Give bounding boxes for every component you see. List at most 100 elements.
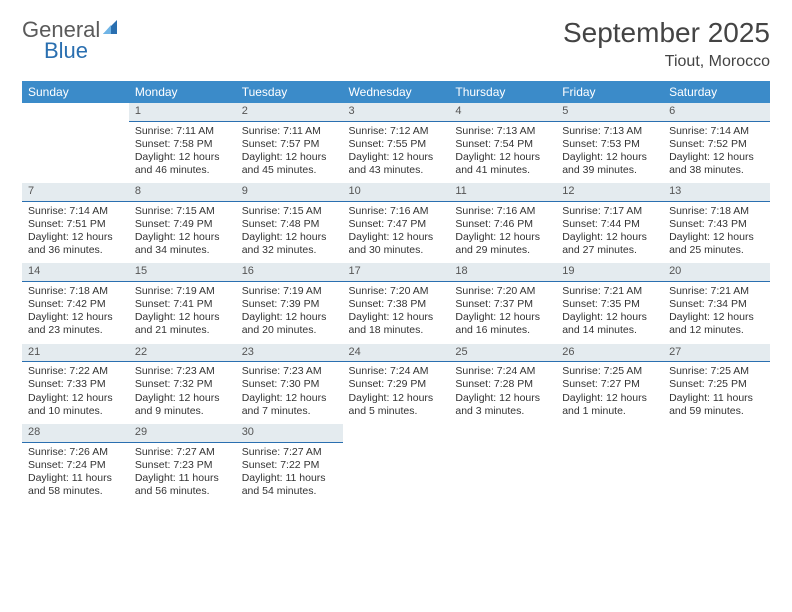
calendar-cell: 26Sunrise: 7:25 AMSunset: 7:27 PMDayligh… [556,344,663,424]
sunrise-text: Sunrise: 7:17 AM [562,205,657,218]
day-details: Sunrise: 7:24 AMSunset: 7:28 PMDaylight:… [449,362,556,424]
calendar-cell: 14Sunrise: 7:18 AMSunset: 7:42 PMDayligh… [22,263,129,343]
sunrise-text: Sunrise: 7:14 AM [28,205,123,218]
title-block: September 2025 Tiout, Morocco [563,18,770,71]
calendar-cell: 1Sunrise: 7:11 AMSunset: 7:58 PMDaylight… [129,103,236,183]
daylight-text: Daylight: 12 hours and 29 minutes. [455,231,550,257]
daylight-text: Daylight: 12 hours and 16 minutes. [455,311,550,337]
sunrise-text: Sunrise: 7:11 AM [242,125,337,138]
day-details: Sunrise: 7:13 AMSunset: 7:53 PMDaylight:… [556,122,663,184]
day-details: Sunrise: 7:11 AMSunset: 7:58 PMDaylight:… [129,122,236,184]
calendar-cell: 17Sunrise: 7:20 AMSunset: 7:38 PMDayligh… [343,263,450,343]
day-number: 4 [449,103,556,122]
day-number: 9 [236,183,343,202]
daylight-text: Daylight: 12 hours and 27 minutes. [562,231,657,257]
sunset-text: Sunset: 7:53 PM [562,138,657,151]
sunset-text: Sunset: 7:57 PM [242,138,337,151]
day-details: Sunrise: 7:16 AMSunset: 7:47 PMDaylight:… [343,202,450,264]
daylight-text: Daylight: 11 hours and 58 minutes. [28,472,123,498]
daylight-text: Daylight: 12 hours and 9 minutes. [135,392,230,418]
sunset-text: Sunset: 7:47 PM [349,218,444,231]
calendar-cell: 15Sunrise: 7:19 AMSunset: 7:41 PMDayligh… [129,263,236,343]
calendar-cell: 3Sunrise: 7:12 AMSunset: 7:55 PMDaylight… [343,103,450,183]
sunrise-text: Sunrise: 7:16 AM [455,205,550,218]
sunset-text: Sunset: 7:49 PM [135,218,230,231]
day-number: 18 [449,263,556,282]
day-number: 28 [22,424,129,443]
day-number: 30 [236,424,343,443]
day-details: Sunrise: 7:27 AMSunset: 7:23 PMDaylight:… [129,443,236,505]
daylight-text: Daylight: 12 hours and 25 minutes. [669,231,764,257]
daylight-text: Daylight: 11 hours and 59 minutes. [669,392,764,418]
day-details: Sunrise: 7:18 AMSunset: 7:43 PMDaylight:… [663,202,770,264]
day-header: Friday [556,81,663,103]
day-number: 10 [343,183,450,202]
sunset-text: Sunset: 7:39 PM [242,298,337,311]
daylight-text: Daylight: 12 hours and 18 minutes. [349,311,444,337]
daylight-text: Daylight: 12 hours and 30 minutes. [349,231,444,257]
sunset-text: Sunset: 7:32 PM [135,378,230,391]
daylight-text: Daylight: 12 hours and 36 minutes. [28,231,123,257]
day-number: 3 [343,103,450,122]
day-number: 6 [663,103,770,122]
day-details: Sunrise: 7:27 AMSunset: 7:22 PMDaylight:… [236,443,343,505]
sunset-text: Sunset: 7:41 PM [135,298,230,311]
sunrise-text: Sunrise: 7:15 AM [135,205,230,218]
day-details: Sunrise: 7:23 AMSunset: 7:32 PMDaylight:… [129,362,236,424]
calendar-cell [343,424,450,504]
sunrise-text: Sunrise: 7:25 AM [669,365,764,378]
daylight-text: Daylight: 12 hours and 43 minutes. [349,151,444,177]
sunset-text: Sunset: 7:51 PM [28,218,123,231]
sunset-text: Sunset: 7:44 PM [562,218,657,231]
calendar-week-row: 7Sunrise: 7:14 AMSunset: 7:51 PMDaylight… [22,183,770,263]
day-details: Sunrise: 7:21 AMSunset: 7:35 PMDaylight:… [556,282,663,344]
calendar-week-row: 28Sunrise: 7:26 AMSunset: 7:24 PMDayligh… [22,424,770,504]
daylight-text: Daylight: 12 hours and 14 minutes. [562,311,657,337]
sunrise-text: Sunrise: 7:19 AM [242,285,337,298]
day-details: Sunrise: 7:18 AMSunset: 7:42 PMDaylight:… [22,282,129,344]
sunset-text: Sunset: 7:28 PM [455,378,550,391]
sunrise-text: Sunrise: 7:21 AM [669,285,764,298]
sunset-text: Sunset: 7:35 PM [562,298,657,311]
calendar-cell [449,424,556,504]
sunset-text: Sunset: 7:33 PM [28,378,123,391]
daylight-text: Daylight: 11 hours and 54 minutes. [242,472,337,498]
calendar-cell: 18Sunrise: 7:20 AMSunset: 7:37 PMDayligh… [449,263,556,343]
day-number: 16 [236,263,343,282]
day-number: 24 [343,344,450,363]
sunset-text: Sunset: 7:34 PM [669,298,764,311]
day-details: Sunrise: 7:13 AMSunset: 7:54 PMDaylight:… [449,122,556,184]
daylight-text: Daylight: 12 hours and 34 minutes. [135,231,230,257]
sunrise-text: Sunrise: 7:23 AM [135,365,230,378]
daylight-text: Daylight: 12 hours and 5 minutes. [349,392,444,418]
calendar-cell: 29Sunrise: 7:27 AMSunset: 7:23 PMDayligh… [129,424,236,504]
sunrise-text: Sunrise: 7:13 AM [455,125,550,138]
calendar-week-row: 14Sunrise: 7:18 AMSunset: 7:42 PMDayligh… [22,263,770,343]
day-number: 14 [22,263,129,282]
calendar-body: 1Sunrise: 7:11 AMSunset: 7:58 PMDaylight… [22,103,770,504]
daylight-text: Daylight: 12 hours and 45 minutes. [242,151,337,177]
sunset-text: Sunset: 7:25 PM [669,378,764,391]
calendar-table: SundayMondayTuesdayWednesdayThursdayFrid… [22,81,770,504]
day-header: Wednesday [343,81,450,103]
day-number: 25 [449,344,556,363]
day-details: Sunrise: 7:19 AMSunset: 7:39 PMDaylight:… [236,282,343,344]
sunrise-text: Sunrise: 7:20 AM [455,285,550,298]
day-header-row: SundayMondayTuesdayWednesdayThursdayFrid… [22,81,770,103]
day-details: Sunrise: 7:12 AMSunset: 7:55 PMDaylight:… [343,122,450,184]
sunrise-text: Sunrise: 7:14 AM [669,125,764,138]
day-number: 11 [449,183,556,202]
daylight-text: Daylight: 12 hours and 10 minutes. [28,392,123,418]
calendar-cell: 7Sunrise: 7:14 AMSunset: 7:51 PMDaylight… [22,183,129,263]
calendar-week-row: 21Sunrise: 7:22 AMSunset: 7:33 PMDayligh… [22,344,770,424]
daylight-text: Daylight: 12 hours and 3 minutes. [455,392,550,418]
sunrise-text: Sunrise: 7:15 AM [242,205,337,218]
day-number: 15 [129,263,236,282]
calendar-cell [22,103,129,183]
calendar-cell: 13Sunrise: 7:18 AMSunset: 7:43 PMDayligh… [663,183,770,263]
sunset-text: Sunset: 7:30 PM [242,378,337,391]
calendar-cell: 19Sunrise: 7:21 AMSunset: 7:35 PMDayligh… [556,263,663,343]
sunrise-text: Sunrise: 7:20 AM [349,285,444,298]
daylight-text: Daylight: 12 hours and 20 minutes. [242,311,337,337]
day-header: Tuesday [236,81,343,103]
